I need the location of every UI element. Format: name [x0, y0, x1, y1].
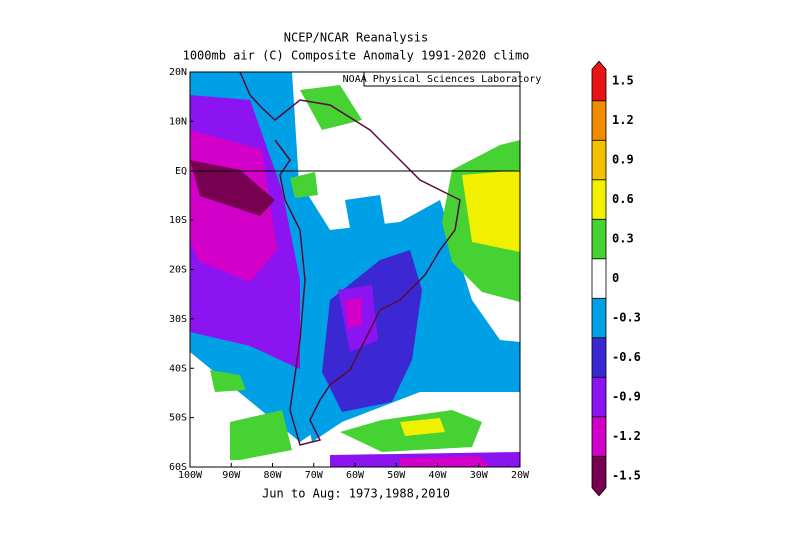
lon-label: 20W	[511, 470, 530, 481]
contour-region	[400, 418, 445, 436]
lon-label: 90W	[222, 470, 241, 481]
contour-region	[190, 160, 275, 216]
lat-label: 20N	[169, 67, 187, 78]
colorbar-label: 0.9	[612, 153, 634, 167]
colorbar-label: -1.2	[612, 429, 641, 443]
colorbar-box	[591, 376, 607, 418]
anomaly-field	[190, 72, 520, 467]
contour-region	[345, 298, 362, 328]
lon-label: 40W	[428, 470, 447, 481]
caption: Jun to Aug: 1973,1988,2010	[262, 487, 450, 501]
lat-label: 10N	[169, 116, 187, 127]
colorbar-box	[591, 416, 607, 457]
contour-region	[230, 410, 292, 460]
colorbar-label: 0.3	[612, 232, 634, 246]
colorbar-box	[591, 218, 607, 260]
contour-region	[345, 195, 385, 228]
colorbar-label: 1.2	[612, 113, 634, 127]
lat-label: 50S	[169, 413, 187, 424]
title: NCEP/NCAR Reanalysis	[284, 31, 429, 45]
lon-label: 50W	[387, 470, 406, 481]
coastline	[239, 71, 461, 446]
lat-label: 40S	[169, 363, 187, 374]
colorbar-label: -1.5	[612, 469, 641, 483]
colorbar-box	[591, 100, 607, 141]
colorbar-box	[591, 297, 607, 339]
colorbar-box	[591, 179, 607, 220]
colorbar-box	[591, 60, 607, 102]
lon-label: 80W	[263, 470, 282, 481]
colorbar-box	[591, 139, 607, 181]
contour-region	[400, 456, 490, 467]
contour-region	[210, 370, 246, 392]
lat-label: 30S	[169, 314, 187, 325]
lat-label: 20S	[169, 265, 187, 276]
colorbar-label: -0.6	[612, 350, 641, 364]
colorbar-label: 0.6	[612, 192, 634, 206]
lat-label: 60S	[169, 462, 187, 473]
colorbar-box	[591, 455, 607, 497]
contour-region	[462, 170, 520, 252]
subtitle: 1000mb air (C) Composite Anomaly 1991-20…	[183, 49, 530, 63]
colorbar-label: 1.5	[612, 74, 634, 88]
colorbar-box	[591, 258, 607, 299]
lon-label: 30W	[470, 470, 489, 481]
contour-region	[300, 85, 362, 130]
colorbar-label: 0	[612, 271, 619, 285]
credit-box	[363, 71, 521, 87]
lon-label: 100W	[178, 470, 203, 481]
contour-region	[290, 172, 318, 198]
lon-label: 60W	[346, 470, 365, 481]
colorbar-box	[591, 337, 607, 378]
colorbar-label: -0.3	[612, 311, 641, 325]
lat-label: EQ	[175, 166, 187, 177]
credit: NOAA Physical Sciences Laboratory	[343, 74, 542, 85]
lat-label: 10S	[169, 215, 187, 226]
colorbar-label: -0.9	[612, 390, 641, 404]
lon-label: 70W	[305, 470, 324, 481]
